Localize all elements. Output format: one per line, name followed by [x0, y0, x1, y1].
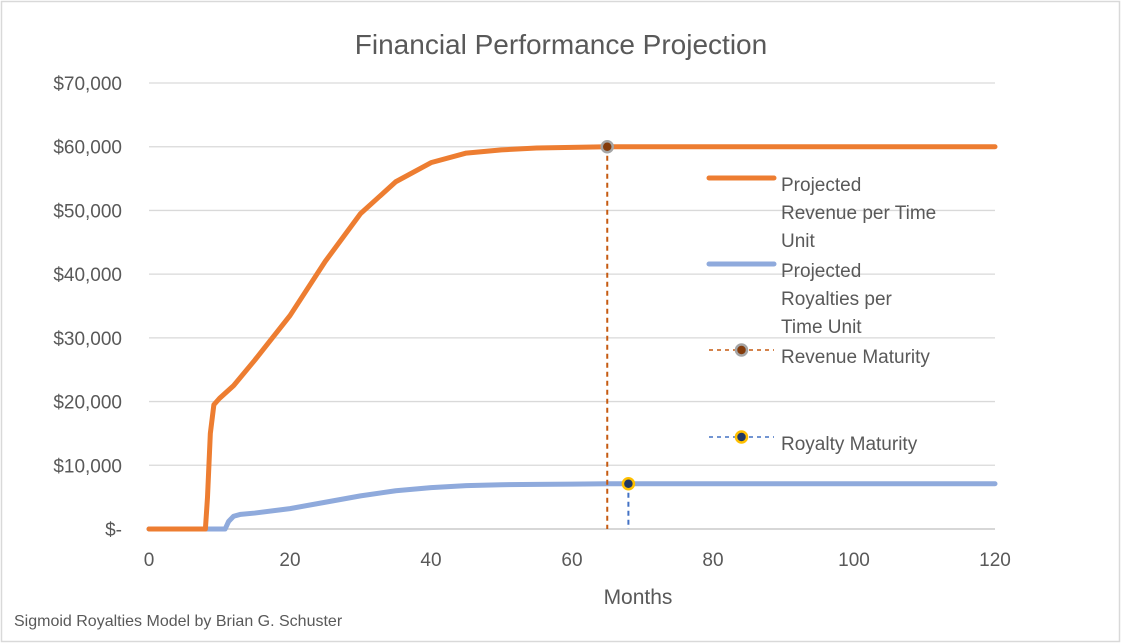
x-tick-label: 60 — [561, 550, 582, 571]
legend-label: Projected — [781, 175, 861, 196]
x-tick-label: 20 — [279, 550, 300, 571]
series-line-royalties — [146, 481, 998, 532]
y-tick-label: $20,000 — [53, 393, 122, 414]
y-tick-label: $40,000 — [53, 265, 122, 286]
x-axis-ticks: 0 20 40 60 80 100 120 — [144, 550, 1011, 571]
chart-title: Financial Performance Projection — [355, 29, 767, 60]
y-tick-label: $10,000 — [53, 456, 122, 477]
x-tick-label: 0 — [144, 550, 155, 571]
legend-label: Royalties per — [781, 289, 893, 310]
y-tick-label: $60,000 — [53, 138, 122, 159]
y-tick-label: $30,000 — [53, 329, 122, 350]
y-axis-ticks: $- $10,000 $20,000 $30,000 $40,000 $50,000 $60… — [53, 74, 122, 541]
x-tick-label: 40 — [420, 550, 441, 571]
footer-credit: Sigmoid Royalties Model by Brian G. Schu… — [14, 613, 343, 630]
x-tick-label: 80 — [702, 550, 723, 571]
legend-label: Royalty Maturity — [781, 434, 918, 455]
legend: Projected Revenue per Time Unit Projected Ro… — [706, 175, 936, 455]
series-lines — [146, 144, 998, 532]
legend-label: Projected — [781, 261, 861, 282]
x-tick-label: 120 — [979, 550, 1011, 571]
y-tick-label: $70,000 — [53, 74, 122, 95]
y-tick-label: $50,000 — [53, 201, 122, 222]
legend-marker — [734, 430, 749, 444]
y-tick-label: $- — [105, 520, 122, 541]
legend-label: Revenue per Time — [781, 203, 936, 224]
maturity-markers — [600, 139, 636, 529]
gridlines — [149, 82, 995, 530]
legend-label: Time Unit — [781, 317, 862, 338]
legend-label: Revenue Maturity — [781, 347, 930, 368]
x-tick-label: 100 — [838, 550, 870, 571]
royalty-maturity-marker — [621, 477, 636, 491]
x-axis-label: Months — [604, 586, 673, 609]
legend-marker — [734, 343, 749, 357]
legend-label: Unit — [781, 231, 816, 252]
series-line-revenue — [146, 144, 998, 532]
revenue-maturity-marker — [600, 139, 614, 154]
